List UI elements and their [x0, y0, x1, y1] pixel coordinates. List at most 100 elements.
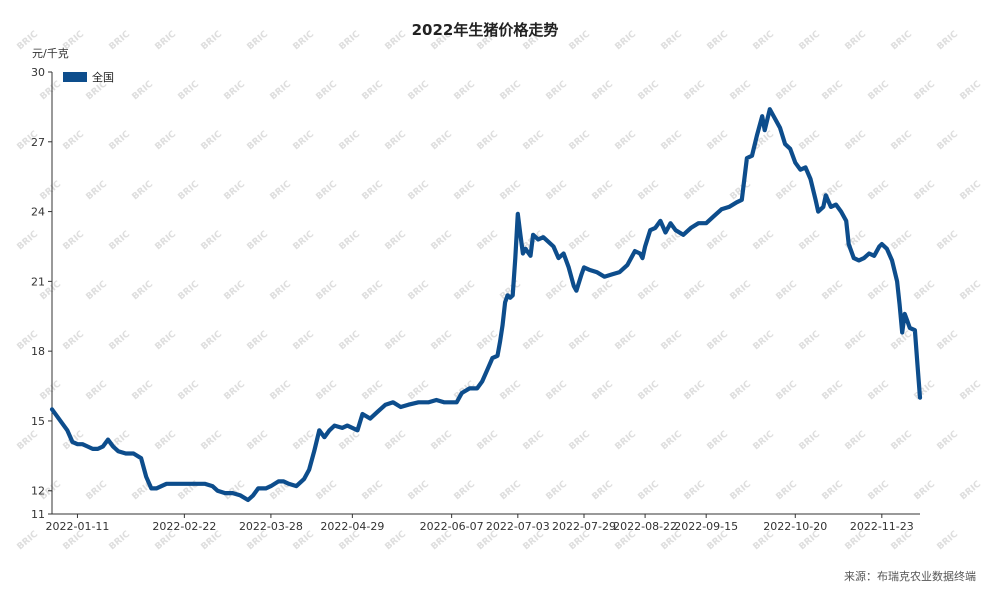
- watermark-text-134: BRIC: [384, 329, 409, 352]
- watermark-text-50: BRIC: [384, 129, 409, 152]
- y-tick-label-2: 15: [31, 415, 45, 428]
- x-tick-label-7: 2022-08-22: [613, 520, 677, 533]
- watermark-text-40: BRIC: [913, 79, 938, 102]
- watermark-text-157: BRIC: [499, 379, 524, 402]
- watermark-text-118: BRIC: [637, 279, 662, 302]
- watermark-text-13: BRIC: [614, 29, 639, 52]
- watermark-text-186: BRIC: [844, 429, 869, 452]
- watermark-text-90: BRIC: [292, 229, 317, 252]
- watermark-text-116: BRIC: [545, 279, 570, 302]
- watermark-text-195: BRIC: [315, 479, 340, 502]
- watermark-text-181: BRIC: [614, 429, 639, 452]
- watermark-text-30: BRIC: [453, 79, 478, 102]
- x-tick-label-3: 2022-04-29: [320, 520, 384, 533]
- watermark-text-69: BRIC: [315, 179, 340, 202]
- watermark-text-185: BRIC: [798, 429, 823, 452]
- watermark-text-65: BRIC: [131, 179, 156, 202]
- watermark-text-155: BRIC: [407, 379, 432, 402]
- watermark-text-41: BRIC: [959, 79, 984, 102]
- watermark-text-159: BRIC: [591, 379, 616, 402]
- watermark-text-187: BRIC: [890, 429, 915, 452]
- watermark-text-184: BRIC: [752, 429, 777, 452]
- y-tick-label-5: 24: [31, 206, 45, 219]
- watermark-text-199: BRIC: [499, 479, 524, 502]
- watermark-text-110: BRIC: [269, 279, 294, 302]
- watermark-text-112: BRIC: [361, 279, 386, 302]
- watermark-text-39: BRIC: [867, 79, 892, 102]
- watermark-text-56: BRIC: [660, 129, 685, 152]
- watermark-text-144: BRIC: [844, 329, 869, 352]
- watermark-text-73: BRIC: [499, 179, 524, 202]
- watermark-text-76: BRIC: [637, 179, 662, 202]
- x-tick-label-1: 2022-02-22: [152, 520, 216, 533]
- watermark-text-82: BRIC: [913, 179, 938, 202]
- watermark-text-200: BRIC: [545, 479, 570, 502]
- watermark-text-38: BRIC: [821, 79, 846, 102]
- watermark-text-178: BRIC: [476, 429, 501, 452]
- watermark-text-83: BRIC: [959, 179, 984, 202]
- watermark-text-120: BRIC: [729, 279, 754, 302]
- x-tick-label-2: 2022-03-28: [239, 520, 303, 533]
- watermark-text-81: BRIC: [867, 179, 892, 202]
- watermark-text-29: BRIC: [407, 79, 432, 102]
- watermark-text-24: BRIC: [177, 79, 202, 102]
- watermark-text-86: BRIC: [108, 229, 133, 252]
- watermark-text-77: BRIC: [683, 179, 708, 202]
- watermark-text-25: BRIC: [223, 79, 248, 102]
- watermark-text-57: BRIC: [706, 129, 731, 152]
- watermark-text-183: BRIC: [706, 429, 731, 452]
- x-tick-label-6: 2022-07-29: [552, 520, 616, 533]
- y-tick-label-3: 18: [31, 345, 45, 358]
- watermark-text-18: BRIC: [844, 29, 869, 52]
- watermark-text-91: BRIC: [338, 229, 363, 252]
- watermark-text-114: BRIC: [453, 279, 478, 302]
- watermark-text-20: BRIC: [936, 29, 961, 52]
- watermark-text-51: BRIC: [430, 129, 455, 152]
- watermark-text-100: BRIC: [752, 229, 777, 252]
- chart-title: 2022年生猪价格走势: [412, 21, 559, 39]
- watermark-text-166: BRIC: [913, 379, 938, 402]
- watermark-text-172: BRIC: [200, 429, 225, 452]
- watermark-text-180: BRIC: [568, 429, 593, 452]
- watermark-text-49: BRIC: [338, 129, 363, 152]
- watermark-text-117: BRIC: [591, 279, 616, 302]
- watermark-text-21: BRIC: [39, 79, 64, 102]
- legend[interactable]: 全国: [63, 70, 114, 84]
- y-tick-label-0: 11: [31, 508, 45, 521]
- x-tick-label-0: 2022-01-11: [45, 520, 109, 533]
- watermark-text-84: BRIC: [16, 229, 41, 252]
- watermark-text-48: BRIC: [292, 129, 317, 152]
- watermark-text-14: BRIC: [660, 29, 685, 52]
- watermark-text-16: BRIC: [752, 29, 777, 52]
- x-tick-label-9: 2022-10-20: [763, 520, 827, 533]
- watermark-text-140: BRIC: [660, 329, 685, 352]
- watermark-text-28: BRIC: [361, 79, 386, 102]
- watermark-text-197: BRIC: [407, 479, 432, 502]
- legend-swatch: [63, 72, 87, 82]
- watermark-text-47: BRIC: [246, 129, 271, 152]
- watermark-text-150: BRIC: [177, 379, 202, 402]
- watermark-text-94: BRIC: [476, 229, 501, 252]
- watermark-text-121: BRIC: [775, 279, 800, 302]
- watermark-text-158: BRIC: [545, 379, 570, 402]
- y-axis: 11 12 15 18 21 24 27 30: [31, 66, 53, 521]
- watermark-text-55: BRIC: [614, 129, 639, 152]
- watermark-text-93: BRIC: [430, 229, 455, 252]
- watermark-text-218: BRIC: [384, 529, 409, 552]
- watermark-text-165: BRIC: [867, 379, 892, 402]
- watermark-text-179: BRIC: [522, 429, 547, 452]
- watermark-text-176: BRIC: [384, 429, 409, 452]
- watermark-text-125: BRIC: [959, 279, 984, 302]
- watermark-text-206: BRIC: [821, 479, 846, 502]
- watermark-text-141: BRIC: [706, 329, 731, 352]
- watermark-text-162: BRIC: [729, 379, 754, 402]
- watermark-text-131: BRIC: [246, 329, 271, 352]
- watermark-text-97: BRIC: [614, 229, 639, 252]
- watermark-text-2: BRIC: [108, 29, 133, 52]
- watermark-text-198: BRIC: [453, 479, 478, 502]
- watermark-text-89: BRIC: [246, 229, 271, 252]
- watermark-text-210: BRIC: [16, 529, 41, 552]
- watermark-text-175: BRIC: [338, 429, 363, 452]
- watermark-text-201: BRIC: [591, 479, 616, 502]
